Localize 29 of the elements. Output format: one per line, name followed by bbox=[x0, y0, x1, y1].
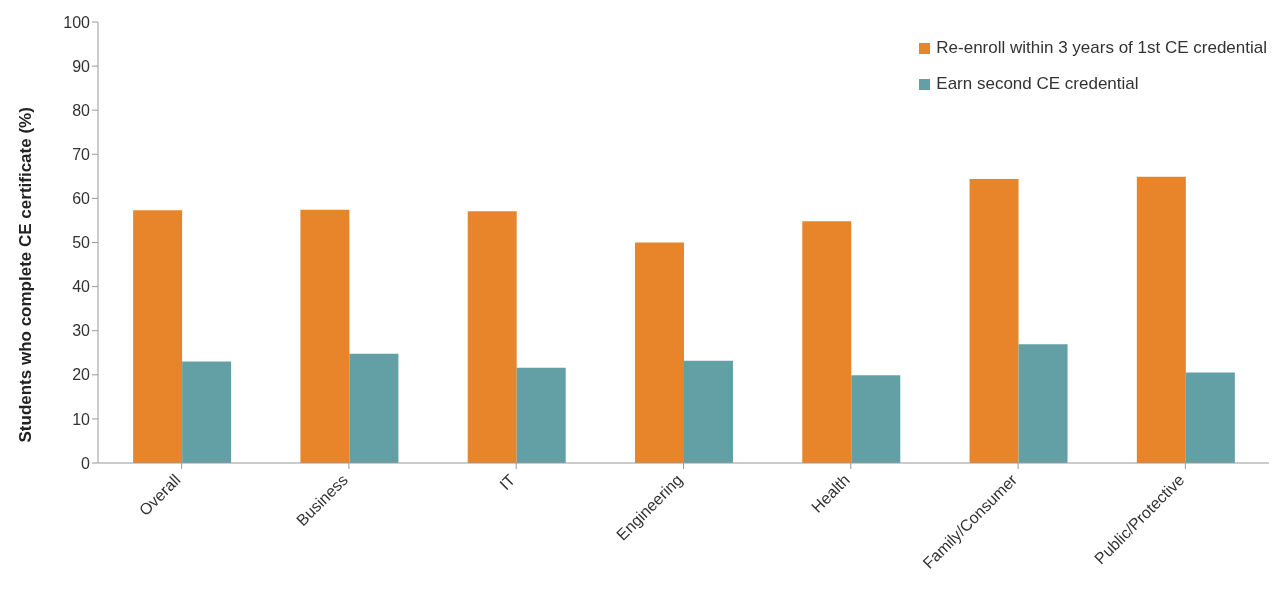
bar bbox=[634, 242, 684, 463]
y-tick-label: 100 bbox=[63, 13, 91, 31]
y-axis-title: Students who complete CE certificate (%) bbox=[16, 107, 36, 443]
y-tick-label: 0 bbox=[81, 454, 91, 472]
y-tick-label: 40 bbox=[72, 278, 91, 296]
y-tick-label: 50 bbox=[72, 234, 91, 252]
bar bbox=[1136, 176, 1186, 463]
y-tick-label: 80 bbox=[72, 101, 91, 119]
y-tick-label: 70 bbox=[72, 145, 91, 163]
y-tick-label: 10 bbox=[72, 410, 91, 428]
bar bbox=[1018, 344, 1068, 463]
legend-label: Re-enroll within 3 years of 1st CE credential bbox=[936, 38, 1267, 58]
y-tick-label: 90 bbox=[72, 57, 91, 75]
bar bbox=[467, 211, 517, 463]
x-tick-label: IT bbox=[496, 470, 519, 494]
y-tick-label: 30 bbox=[72, 322, 91, 340]
legend-label: Earn second CE credential bbox=[936, 74, 1139, 94]
y-tick-label: 60 bbox=[72, 190, 91, 208]
bar bbox=[182, 361, 232, 463]
bar bbox=[969, 179, 1019, 463]
bar bbox=[349, 353, 399, 463]
y-tick-label: 20 bbox=[72, 366, 91, 384]
bar bbox=[851, 375, 901, 463]
bar bbox=[683, 360, 733, 463]
bar bbox=[300, 209, 350, 463]
bar bbox=[133, 210, 183, 463]
bar bbox=[1185, 372, 1235, 463]
bar bbox=[516, 367, 566, 463]
bar bbox=[802, 221, 852, 463]
